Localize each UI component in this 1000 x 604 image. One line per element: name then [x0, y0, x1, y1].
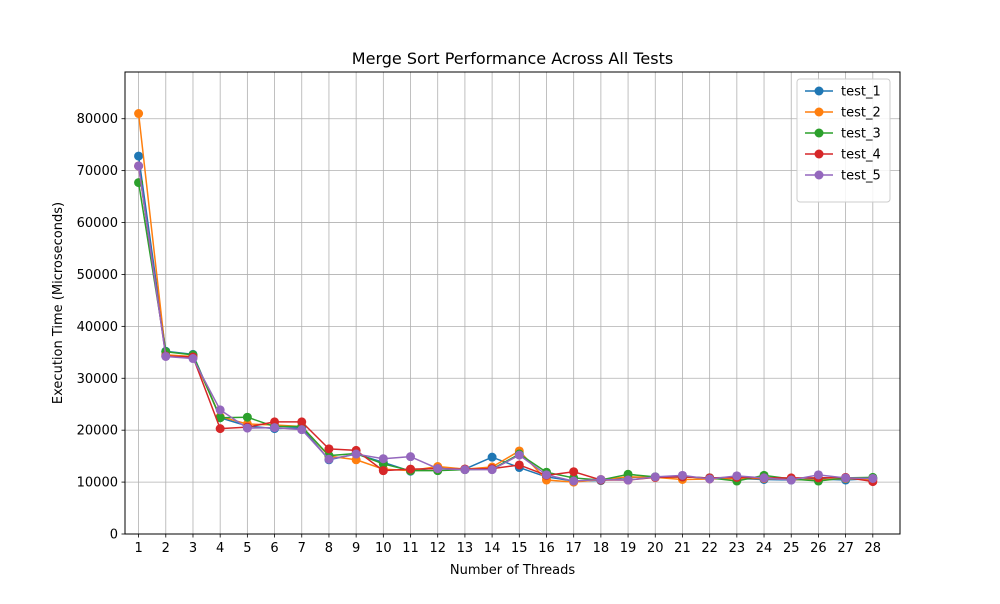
- data-point: [324, 444, 334, 454]
- data-point: [650, 472, 660, 482]
- data-point: [242, 423, 252, 433]
- legend: test_1 test_2 test_3 test_4 test_5: [796, 78, 891, 203]
- legend-swatch-marker: [814, 86, 824, 96]
- plot-area-frame: [124, 71, 901, 535]
- legend-label: test_2: [841, 106, 881, 121]
- series-line: [137, 165, 873, 482]
- x-tick-label: 21: [674, 541, 691, 556]
- x-axis-label: Number of Threads: [450, 563, 575, 578]
- legend-swatch-marker: [814, 107, 824, 117]
- data-point: [351, 449, 361, 459]
- y-tick-label: 80000: [77, 112, 118, 127]
- legend-label: test_4: [841, 148, 881, 163]
- data-point: [406, 464, 416, 474]
- data-point: [270, 423, 280, 433]
- x-tick-label: 20: [647, 541, 664, 556]
- x-tick-label: 25: [783, 541, 800, 556]
- data-point: [134, 109, 144, 119]
- axis-ticks: 1 2 3 4 5 6 7 8 9 10 11 12 13 14 15 16 17 18 19 20 21 22 23 24 2…: [77, 112, 881, 556]
- y-tick-label: 40000: [77, 320, 118, 335]
- data-point: [433, 464, 443, 474]
- x-tick-label: 6: [270, 541, 278, 556]
- data-point: [596, 474, 606, 484]
- data-point: [460, 465, 470, 475]
- legend-swatch-marker: [814, 128, 824, 138]
- data-point: [215, 405, 225, 415]
- x-tick-label: 13: [457, 541, 474, 556]
- data-point: [487, 452, 497, 462]
- x-tick-label: 16: [538, 541, 555, 556]
- x-tick-label: 18: [593, 541, 610, 556]
- x-tick-label: 17: [565, 541, 582, 556]
- y-tick-label: 30000: [77, 372, 118, 387]
- y-tick-label: 20000: [77, 424, 118, 439]
- x-tick-label: 28: [865, 541, 882, 556]
- data-point: [215, 413, 225, 423]
- x-tick-label: 7: [298, 541, 306, 556]
- data-point: [378, 454, 388, 464]
- legend-label: test_5: [841, 169, 881, 184]
- data-point: [732, 471, 742, 481]
- x-tick-label: 12: [429, 541, 446, 556]
- data-point: [868, 473, 878, 483]
- data-point: [297, 425, 307, 435]
- x-tick-label: 8: [325, 541, 333, 556]
- x-tick-label: 5: [243, 541, 251, 556]
- data-point: [677, 470, 687, 480]
- x-tick-label: 4: [216, 541, 224, 556]
- x-tick-label: 9: [352, 541, 360, 556]
- y-tick-label: 50000: [77, 268, 118, 283]
- data-point: [134, 161, 144, 171]
- data-point: [242, 412, 252, 422]
- data-point: [188, 354, 198, 364]
- x-tick-label: 11: [402, 541, 419, 556]
- legend-swatch-marker: [814, 149, 824, 159]
- data-point: [297, 417, 307, 427]
- y-tick-label: 60000: [77, 216, 118, 231]
- x-tick-label: 10: [375, 541, 392, 556]
- data-point: [623, 475, 633, 485]
- x-tick-label: 14: [484, 541, 501, 556]
- data-point: [786, 475, 796, 485]
- x-tick-label: 2: [162, 541, 170, 556]
- data-point: [841, 473, 851, 483]
- chart-title: Merge Sort Performance Across All Tests: [352, 49, 673, 68]
- data-point: [569, 476, 579, 486]
- x-tick-label: 3: [189, 541, 197, 556]
- data-point: [541, 470, 551, 480]
- y-tick-label: 10000: [77, 476, 118, 491]
- data-point: [215, 424, 225, 434]
- data-point: [569, 467, 579, 477]
- series-line: [137, 165, 873, 483]
- y-tick-label: 0: [110, 528, 118, 543]
- x-tick-label: 27: [837, 541, 854, 556]
- x-tick-label: 24: [756, 541, 773, 556]
- data-point: [514, 450, 524, 460]
- data-point: [759, 473, 769, 483]
- data-point: [813, 470, 823, 480]
- x-tick-label: 15: [511, 541, 528, 556]
- data-point: [705, 474, 715, 484]
- y-axis-label: Execution Time (Microseconds): [51, 202, 66, 404]
- data-point: [487, 465, 497, 475]
- data-point: [134, 151, 144, 161]
- x-tick-label: 22: [701, 541, 718, 556]
- data-point: [161, 351, 171, 361]
- legend-swatch-marker: [814, 170, 824, 180]
- x-tick-label: 1: [134, 541, 142, 556]
- data-point: [324, 454, 334, 464]
- y-tick-label: 70000: [77, 164, 118, 179]
- legend-label: test_3: [841, 127, 881, 142]
- data-point: [514, 460, 524, 470]
- data-point: [406, 452, 416, 462]
- series-test-5: [134, 161, 878, 486]
- x-tick-label: 19: [620, 541, 637, 556]
- x-tick-label: 26: [810, 541, 827, 556]
- data-point: [378, 466, 388, 476]
- series-layer: [134, 109, 878, 487]
- legend-label: test_1: [841, 85, 881, 100]
- x-tick-label: 23: [729, 541, 746, 556]
